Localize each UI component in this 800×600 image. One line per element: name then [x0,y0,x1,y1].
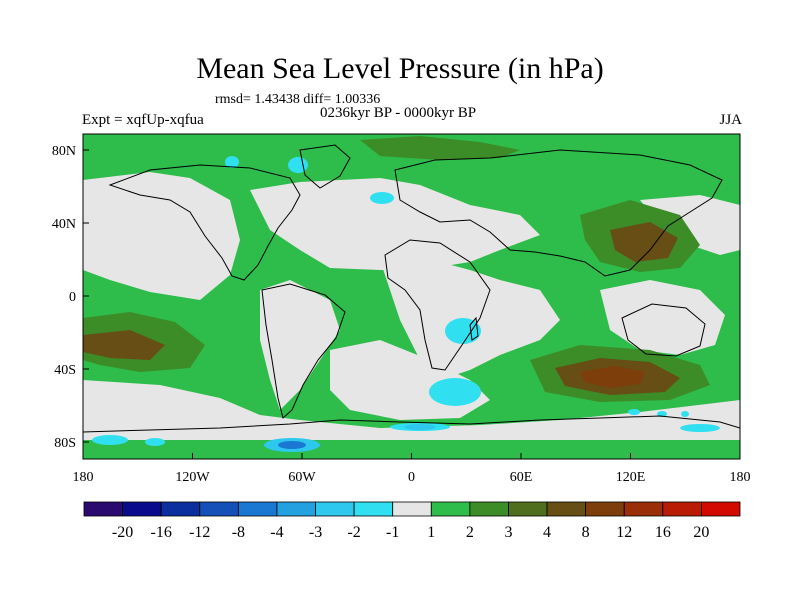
x-label-120e: 120E [616,470,646,485]
y-label-0: 0 [69,290,76,305]
colorbar-swatch-14 [623,501,664,517]
colorbar-swatch-16 [701,501,741,517]
experiment-label: Expt = xqfUp-xqfua [82,112,204,128]
field-neutral-west-pacific [640,195,740,255]
colorbar-label-13: 12 [616,524,632,541]
colorbar-swatch-10 [469,501,509,517]
x-label-60e: 60E [510,470,533,485]
coast-africa [384,239,491,371]
colorbar-label-12: 8 [582,524,590,541]
coast-eurasia [394,149,723,277]
x-label-120w: 120W [175,470,210,485]
colorbar-label-4: -4 [270,524,283,541]
colorbar-swatch-15 [662,501,702,517]
season-label: JJA [719,112,742,128]
coast-australia [621,303,706,357]
field-neutral-south-america [260,280,340,410]
colorbar-label-7: -1 [386,524,399,541]
x-label-0: 0 [408,470,415,485]
field-minus1-arctic [288,157,308,173]
colorbar-label-1: -16 [151,524,172,541]
colorbar-swatch-2 [160,501,201,517]
field-minus1-ice-spot-2 [657,411,667,417]
field-plus8-indian [580,366,645,388]
field-minus1-south-atlantic [429,378,481,406]
x-label-180e: 180 [730,470,751,485]
time-period-label: 0236kyr BP - 0000kyr BP [320,105,477,121]
colorbar-swatch-0 [83,501,123,517]
field-plus3-arctic [360,136,520,160]
field-minus1-ice-spot-3 [681,411,689,417]
colorbar-label-14: 16 [655,524,671,541]
stats-line: rmsd= 1.43438 diff= 1.00336 [215,92,381,107]
colorbar-label-5: -3 [309,524,322,541]
coast-greenland [299,144,351,189]
colorbar-label-15: 20 [693,524,709,541]
x-axis [82,453,741,459]
field-neutral-southern-ocean [83,380,740,440]
field-plus4-south-pacific [83,330,165,360]
colorbar-swatch-11 [508,501,548,517]
colorbar-swatch-7 [353,501,394,517]
colorbar-swatch-8 [392,501,432,517]
y-axis-labels: 80N 40N 0 40S 80S [52,144,76,451]
y-label-40n: 40N [52,217,76,232]
colorbar-label-2: -12 [189,524,210,541]
colorbar-label-9: 2 [466,524,474,541]
field-minus1-antarctic-ross [145,438,165,446]
colorbar-label-0: -20 [112,524,133,541]
colorbar-label-8: 1 [427,524,435,541]
colorbar-swatch-5 [276,501,316,517]
colorbar-swatch-3 [199,501,239,517]
colorbar: -20 -16 -12 -8 -4 -3 -2 -1 1 2 3 4 8 12 16 20 [83,501,741,541]
field-minus1-madagascar [445,318,481,344]
y-label-40s: 40S [54,363,76,378]
colorbar-label-6: -2 [347,524,360,541]
field-neutral-north-pacific [83,172,240,300]
x-label-60w: 60W [288,470,316,485]
field-minus1-ice-spot-1 [628,409,640,415]
field-plus4-asia [610,222,678,262]
colorbar-swatch-12 [546,501,587,517]
y-axis [83,149,89,443]
field-minus1-antarctic-pacific [92,435,128,445]
y-label-80n: 80N [52,144,76,159]
colorbar-swatch-1 [122,501,162,517]
y-label-80s: 80S [54,436,76,451]
field-neutral-north-atlantic [250,178,540,270]
coast-north-america [108,164,301,281]
coast-south-america [261,283,346,419]
field-minus2-antarctic-east [404,424,436,430]
field-minus1-greenland [225,156,239,168]
field-neutral-australia [600,280,725,355]
colorbar-swatch-6 [315,501,355,517]
coast-antarctica [83,415,740,433]
pressure-field [83,134,740,459]
coastlines [83,144,740,433]
colorbar-swatch-9 [430,501,471,517]
colorbar-label-10: 3 [504,524,512,541]
field-minus1-north-atlantic [370,192,394,204]
colorbar-swatch-4 [237,501,278,517]
field-minus4-antarctic-west [278,441,306,449]
plot-title: Mean Sea Level Pressure (in hPa) [196,52,604,85]
coast-madagascar [469,316,479,341]
colorbar-label-11: 4 [543,524,551,541]
field-minus1-antarctic-far-east [680,424,720,432]
x-axis-labels: 180 120W 60W 0 60E 120E 180 [73,470,751,485]
colorbar-swatch-13 [585,501,625,517]
x-label-180w: 180 [73,470,94,485]
colorbar-label-3: -8 [232,524,245,541]
